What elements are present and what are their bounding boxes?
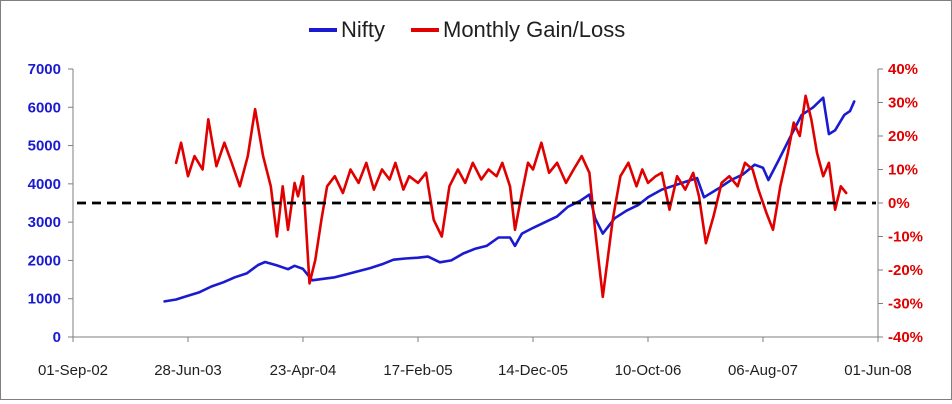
right-axis-ticks: -40% -30% -20% -10% 0% 10% 20% 30% 40% [878,61,923,346]
series-line-nifty [163,96,856,303]
series-layer [163,94,856,303]
series-line-monthly-gain-loss [174,94,848,299]
right-tick-label: 30% [888,95,918,112]
legend-label-monthly-gain-loss: Monthly Gain/Loss [443,17,625,42]
left-tick-label: 4000 [28,176,61,193]
x-tick-label: 01-Jun-08 [844,362,912,379]
left-tick-label: 3000 [28,214,61,231]
right-tick-label: -40% [888,329,923,346]
left-tick-label: 7000 [28,61,61,78]
right-tick-label: 20% [888,128,918,145]
legend: Nifty Monthly Gain/Loss [309,17,625,42]
right-tick-label: -20% [888,262,923,279]
right-tick-label: -10% [888,229,923,246]
left-tick-label: 5000 [28,138,61,155]
left-tick-label: 6000 [28,99,61,116]
x-tick-label: 28-Jun-03 [154,362,222,379]
left-axis-ticks: 0 1000 2000 3000 4000 5000 6000 7000 [28,61,73,346]
right-tick-label: 10% [888,162,918,179]
x-tick-label: 01-Sep-02 [38,362,108,379]
left-tick-label: 2000 [28,252,61,269]
left-tick-label: 0 [53,329,61,346]
x-tick-label: 23-Apr-04 [270,362,337,379]
right-tick-label: 0% [888,195,910,212]
right-tick-label: -30% [888,296,923,313]
legend-label-nifty: Nifty [341,17,385,42]
x-axis-ticks: 01-Sep-02 28-Jun-03 23-Apr-04 17-Feb-05 14-D… [38,337,912,379]
x-tick-label: 06-Aug-07 [728,362,798,379]
x-tick-label: 10-Oct-06 [615,362,682,379]
x-tick-label: 14-Dec-05 [498,362,568,379]
left-tick-label: 1000 [28,291,61,308]
right-tick-label: 40% [888,61,918,78]
x-tick-label: 17-Feb-05 [383,362,452,379]
